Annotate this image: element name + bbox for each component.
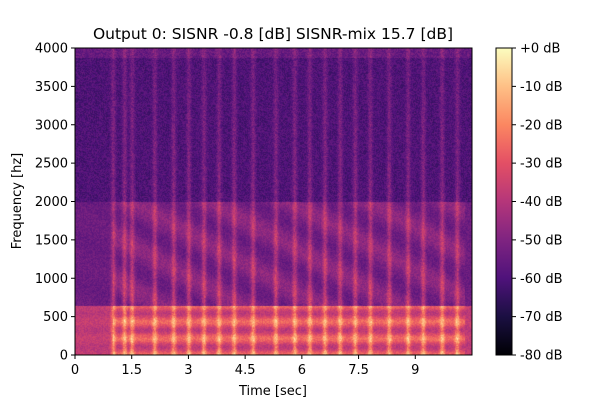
colorbar-tick-label: -30 dB [520, 157, 563, 172]
colorbar-tick-label: -40 dB [520, 195, 563, 210]
y-tick-label: 2000 [35, 195, 68, 210]
y-tick-label: 0 [60, 349, 68, 364]
chart-title: Output 0: SISNR -0.8 [dB] SISNR-mix 15.7… [93, 25, 453, 43]
x-tick-label: 0 [71, 363, 79, 378]
y-tick-label: 3500 [35, 80, 68, 95]
colorbar-tick-label: -10 dB [520, 80, 563, 95]
y-tick-label: 4000 [35, 42, 68, 57]
x-tick-label: 6 [298, 363, 306, 378]
y-tick-label: 500 [43, 310, 68, 325]
spectrogram-image [75, 48, 472, 355]
x-tick-label: 7.5 [348, 363, 369, 378]
colorbar-tick-label: -50 dB [520, 233, 563, 248]
x-tick-label: 3 [184, 363, 192, 378]
y-tick-label: 2500 [35, 157, 68, 172]
colorbar-tick-label: -60 dB [520, 272, 563, 287]
y-tick-label: 3000 [35, 118, 68, 133]
y-axis-label: Frequency [hz] [10, 153, 25, 250]
x-tick-label: 4.5 [235, 363, 256, 378]
x-tick-label: 1.5 [121, 363, 142, 378]
colorbar-ticks: +0 dB -10 dB -20 dB -30 dB -40 dB -50 dB -60 d… [512, 42, 563, 364]
colorbar-tick-label: -20 dB [520, 118, 563, 133]
colorbar-tick-label: +0 dB [520, 42, 560, 57]
colorbar-tick-label: -80 dB [520, 349, 563, 364]
x-tick-label: 9 [411, 363, 419, 378]
y-tick-label: 1000 [35, 272, 68, 287]
x-axis-label: Time [sec] [238, 384, 307, 399]
colorbar-tick-label: -70 dB [520, 310, 563, 325]
colorbar [495, 47, 513, 356]
y-tick-label: 1500 [35, 233, 68, 248]
x-axis-ticks: 0 1.5 3 4.5 6 7.5 9 [71, 355, 419, 378]
y-axis-ticks: 0 500 1000 1500 2000 2500 3000 3500 4000 [35, 42, 75, 364]
